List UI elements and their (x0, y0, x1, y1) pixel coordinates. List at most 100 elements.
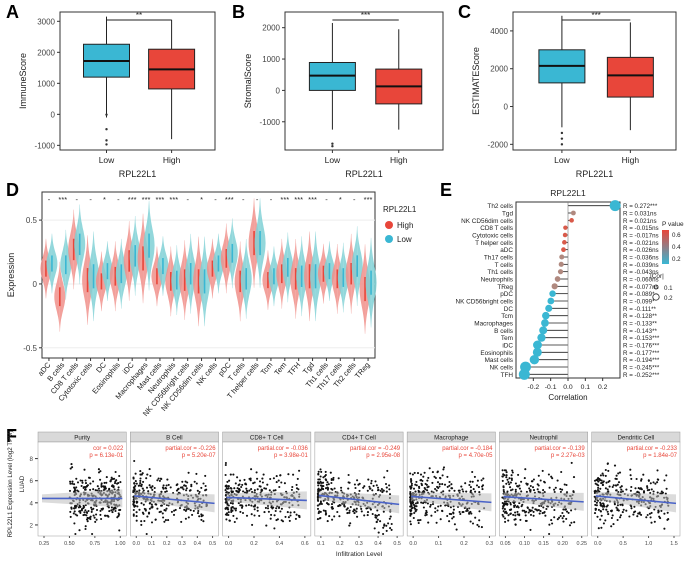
scatter-point (417, 521, 420, 525)
x-tick-label: -0.2 (527, 384, 539, 391)
r-value-label: R = -0.077ns (623, 284, 659, 291)
scatter-point (473, 475, 476, 478)
scatter-point (229, 486, 232, 490)
scatter-point (657, 478, 660, 481)
scatter-point (373, 527, 376, 530)
scatter-point (382, 532, 385, 536)
scatter-point (604, 519, 607, 522)
scatter-point (195, 482, 198, 485)
scatter-point (602, 474, 605, 477)
scatter-point (501, 475, 504, 478)
r-value-label: R = -0.133** (623, 321, 657, 328)
x-tick-label: 0.0 (563, 384, 573, 391)
violin-low-left (268, 246, 274, 307)
scatter-point (139, 477, 142, 480)
scatter-point (70, 507, 73, 510)
cell-type-label: TFH (501, 372, 514, 379)
violin-high-left (290, 238, 296, 319)
scatter-point (537, 508, 540, 512)
stat-pvalue: p = 4.70e-05 (459, 453, 494, 459)
scatter-point (133, 485, 136, 489)
scatter-point (564, 508, 567, 511)
scatter-point (92, 514, 95, 517)
scatter-point (520, 480, 523, 483)
x-tick-label: 0.4 (276, 541, 284, 547)
violin-low-left (323, 241, 330, 302)
stat-correlation: cor = 0.022 (93, 446, 124, 452)
scatter-point (646, 513, 649, 517)
scatter-point (224, 501, 227, 504)
violin-low-right (51, 233, 58, 294)
x-tick-label: 0.5 (209, 541, 217, 547)
scatter-point (375, 521, 378, 524)
scatter-point (426, 479, 429, 482)
scatter-point (435, 489, 438, 492)
scatter-point (237, 491, 240, 494)
scatter-point (263, 511, 266, 514)
scatter-point (472, 488, 475, 491)
scatter-point (388, 488, 391, 491)
scatter-point (252, 505, 255, 508)
scatter-point (100, 517, 103, 521)
scatter-point (94, 489, 97, 492)
scatter-point (198, 490, 201, 494)
scatter-point (89, 482, 92, 485)
scatter-point (648, 512, 651, 515)
scatter-point (91, 532, 94, 536)
facet-title: Neutrophil (529, 435, 557, 442)
scatter-point (612, 484, 615, 487)
scatter-point (411, 473, 414, 476)
scatter-point (471, 470, 474, 474)
panel-letter-a: A (6, 2, 19, 22)
scatter-point (474, 516, 477, 519)
scatter-point (452, 508, 455, 511)
scatter-point (241, 511, 245, 515)
lollipop-point (562, 240, 567, 245)
violin-high-left (248, 198, 255, 288)
violin-low-right (204, 236, 211, 327)
scatter-point (170, 510, 173, 513)
scatter-point (324, 487, 328, 490)
scatter-point (646, 486, 649, 489)
scatter-point (657, 509, 660, 512)
scatter-point (387, 522, 390, 525)
scatter-point (166, 478, 169, 481)
scatter-point (224, 461, 227, 465)
scatter-point (604, 468, 607, 472)
scatter-point (100, 483, 103, 487)
scatter-point (96, 485, 99, 488)
x-tick-label: 0.2 (598, 384, 608, 391)
significance-mark: *** (169, 195, 178, 204)
scatter-point (554, 486, 557, 489)
scatter-point (132, 495, 135, 498)
violin-high-left (206, 238, 213, 299)
scatter-point (630, 485, 633, 489)
r-value-label: R = -0.252*** (623, 372, 660, 379)
scatter-point (519, 518, 522, 521)
scatter-point (275, 507, 278, 510)
scatter-point (319, 500, 322, 503)
scatter-point (508, 477, 511, 480)
scatter-point (183, 508, 186, 511)
scatter-point (665, 487, 668, 490)
x-axis-label: Infiltration Level (336, 551, 383, 558)
x-tick-label: 0.6 (301, 541, 309, 547)
scatter-point (197, 509, 200, 513)
panel-letter-b: B (232, 2, 245, 22)
scatter-point (99, 470, 102, 473)
r-value-label: R = -0.128** (623, 313, 657, 320)
scatter-point (161, 486, 164, 489)
r-value-label: R = -0.153*** (623, 335, 660, 342)
scatter-point (419, 473, 423, 476)
scatter-point (105, 481, 108, 484)
scatter-point (179, 486, 182, 489)
scatter-point (410, 482, 413, 485)
x-tick-label: 0.3 (355, 541, 363, 547)
scatter-point (412, 516, 415, 520)
scatter-point (228, 519, 231, 522)
scatter-point (185, 489, 188, 492)
scatter-point (526, 506, 529, 510)
scatter-point (528, 487, 531, 490)
scatter-point (619, 486, 622, 489)
scatter-point (189, 509, 192, 512)
